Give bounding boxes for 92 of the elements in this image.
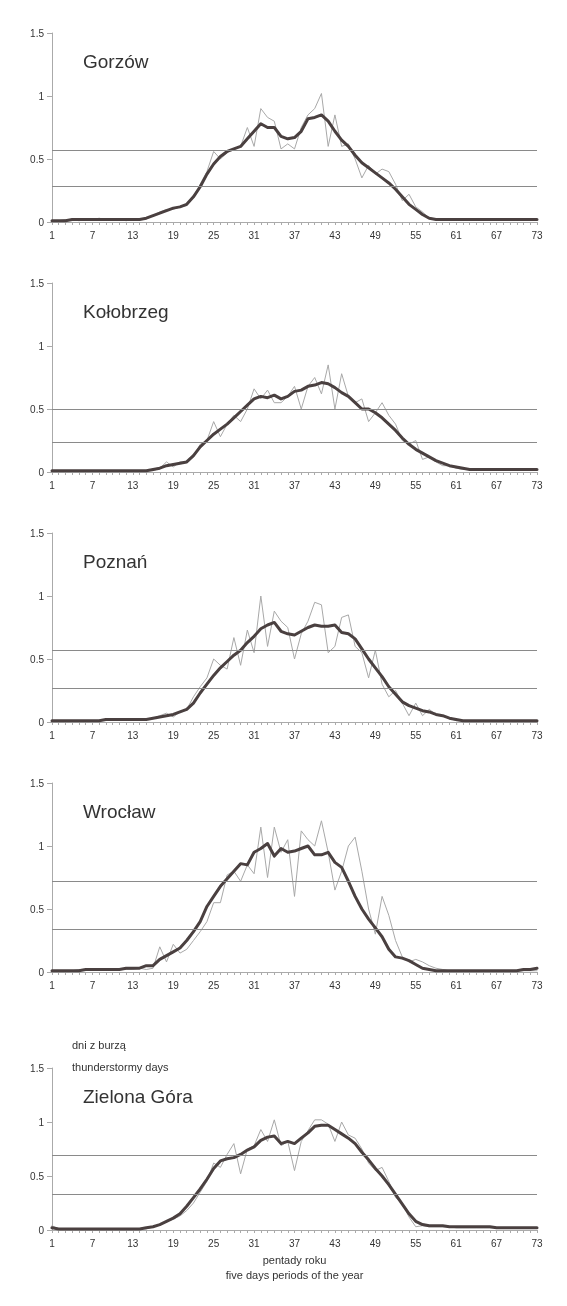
y-tick-label: 0 [38, 716, 45, 728]
x-tick-label: 55 [410, 1237, 422, 1249]
x-tick-label: 1 [49, 479, 56, 491]
x-tick-label: 19 [167, 229, 180, 241]
y-tick-label: 0.5 [30, 653, 45, 665]
y-tick-label: 0 [38, 216, 45, 228]
x-tick-label: 13 [127, 229, 139, 241]
y-tick-label: 0.5 [30, 153, 45, 165]
x-tick-label: 31 [248, 729, 261, 741]
x-tick-label: 37 [288, 1237, 301, 1249]
x-tick-label: 19 [167, 479, 180, 491]
x-tick-label: 67 [491, 1237, 503, 1249]
text: Zielona Góra [83, 1086, 194, 1107]
x-tick-label: 1 [49, 729, 56, 741]
x-tick-label: 37 [288, 479, 301, 491]
x-tick-label: 1 [49, 229, 56, 241]
x-tick-label: 7 [89, 979, 96, 991]
text: Gorzów [83, 51, 149, 72]
x-tick-label: 73 [531, 229, 543, 241]
x-tick-label: 13 [127, 979, 139, 991]
x-tick-label: 43 [329, 979, 341, 991]
x-tick-label: 43 [329, 479, 341, 491]
x-tick-label: 7 [89, 229, 96, 241]
x-tick-label: 67 [491, 229, 503, 241]
x-tick-label: 67 [491, 729, 503, 741]
x-tick-label: 73 [531, 1237, 543, 1249]
x-tick-label: 7 [89, 479, 96, 491]
x-tick-label: 49 [369, 979, 382, 991]
x-tick-label: 61 [450, 479, 463, 491]
x-tick-label: 55 [410, 979, 422, 991]
y-tick-label: 0 [38, 966, 45, 978]
x-tick-label: 43 [329, 729, 341, 741]
x-tick-label: 13 [127, 729, 139, 741]
x-tick-label: 25 [208, 229, 220, 241]
y-tick-label: 0 [38, 466, 45, 478]
y-tick-label: 1.5 [30, 27, 45, 39]
x-tick-label: 55 [410, 479, 422, 491]
x-tick-label: 25 [208, 479, 220, 491]
x-tick-label: 31 [248, 979, 261, 991]
y-axis-title: dni z burzą thunderstormy days [72, 1039, 170, 1073]
x-tick-label: 67 [491, 979, 503, 991]
x-tick-label: 49 [369, 729, 382, 741]
x-tick-label: 61 [450, 979, 463, 991]
x-tick-label: 61 [450, 729, 463, 741]
y-tick-label: 1.5 [30, 777, 45, 789]
y-tick-label: 1 [38, 90, 45, 102]
x-tick-label: 37 [288, 229, 301, 241]
x-tick-label: 55 [410, 229, 422, 241]
text: Poznań [83, 551, 148, 572]
y-tick-label: 1.5 [30, 527, 45, 539]
x-tick-label: 19 [167, 1237, 180, 1249]
x-tick-label: 25 [208, 979, 220, 991]
y-tick-label: 0.5 [30, 903, 45, 915]
x-tick-label: 19 [167, 979, 180, 991]
x-tick-label: 7 [89, 1237, 96, 1249]
x-tick-label: 31 [248, 229, 261, 241]
x-tick-label: 13 [127, 1237, 139, 1249]
y-tick-label: 0.5 [30, 1170, 45, 1182]
x-axis-title: pentady roku five days periods of the year [225, 1254, 364, 1282]
y-tick-label: 1 [38, 1116, 45, 1128]
x-tick-label: 73 [531, 979, 543, 991]
x-tick-label: 31 [248, 1237, 261, 1249]
x-tick-label: 1 [49, 1237, 56, 1249]
x-tick-label: 73 [531, 479, 543, 491]
y-tick-label: 0 [38, 1224, 45, 1236]
x-tick-label: 61 [450, 1237, 463, 1249]
x-tick-label: 61 [450, 229, 463, 241]
y-tick-label: 1.5 [30, 277, 45, 289]
x-tick-label: 13 [127, 479, 139, 491]
text: Kołobrzeg [83, 301, 169, 322]
x-tick-label: 25 [208, 1237, 220, 1249]
x-tick-label: 49 [369, 229, 382, 241]
x-tick-label: 49 [369, 1237, 382, 1249]
x-tick-label: 37 [288, 729, 301, 741]
x-tick-label: 67 [491, 479, 503, 491]
x-tick-label: 37 [288, 979, 301, 991]
x-tick-label: 43 [329, 1237, 341, 1249]
text: Wrocław [83, 801, 156, 822]
x-tick-label: 73 [531, 729, 543, 741]
x-tick-label: 7 [89, 729, 96, 741]
x-tick-label: 49 [369, 479, 382, 491]
y-tick-label: 1 [38, 340, 45, 352]
y-tick-label: 1 [38, 590, 45, 602]
x-tick-label: 19 [167, 729, 180, 741]
x-tick-label: 55 [410, 729, 422, 741]
x-tick-label: 31 [248, 479, 261, 491]
y-tick-label: 1.5 [30, 1062, 45, 1074]
x-tick-label: 25 [208, 729, 220, 741]
y-tick-label: 1 [38, 840, 45, 852]
y-tick-label: 0.5 [30, 403, 45, 415]
x-tick-label: 43 [329, 229, 341, 241]
x-tick-label: 1 [49, 979, 56, 991]
